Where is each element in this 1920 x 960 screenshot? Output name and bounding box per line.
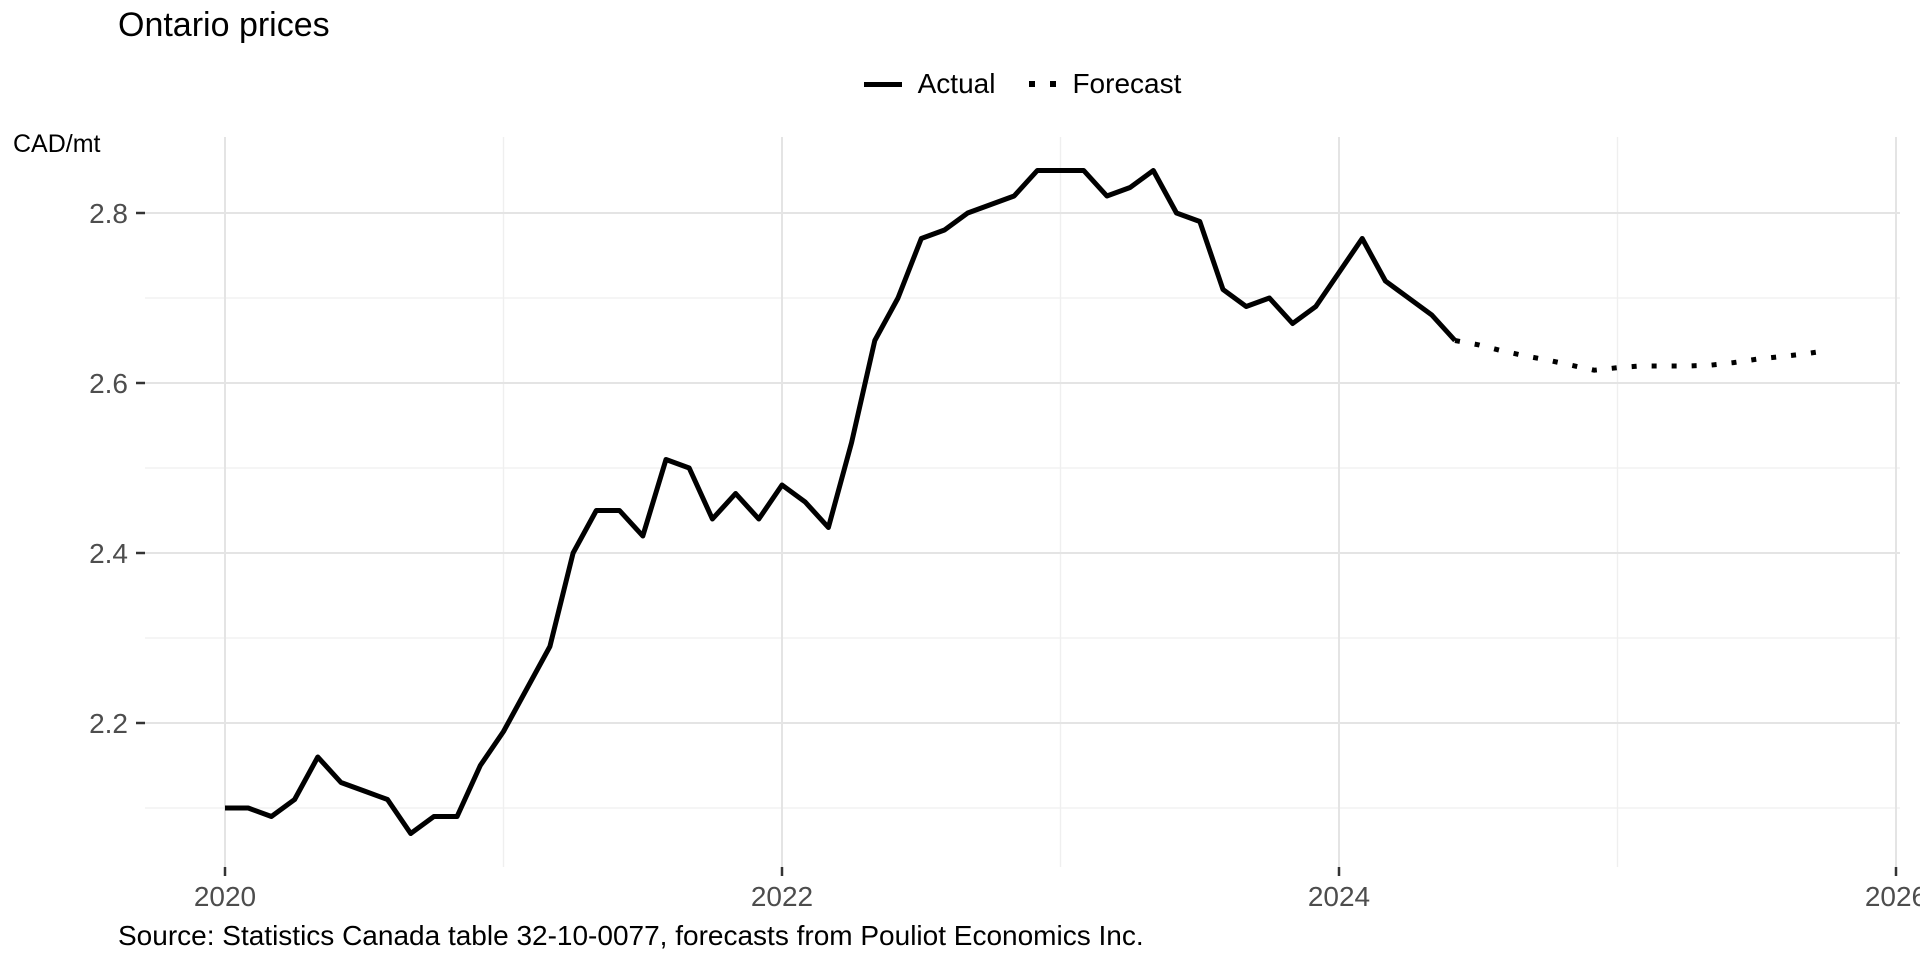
legend-item-forecast: Forecast xyxy=(1029,68,1181,100)
y-tick-label: 2.6 xyxy=(89,368,128,399)
source-note: Source: Statistics Canada table 32-10-00… xyxy=(118,920,1144,951)
forecast-line-swatch xyxy=(1029,81,1057,87)
actual-line-swatch xyxy=(863,81,902,87)
x-tick-label: 2026 xyxy=(1865,881,1920,912)
dot-icon xyxy=(1050,81,1057,87)
x-tick-label: 2022 xyxy=(751,881,813,912)
x-tick-label: 2020 xyxy=(194,881,256,912)
y-tick-label: 2.8 xyxy=(89,198,128,229)
dot-icon xyxy=(1029,81,1036,87)
y-tick-label: 2.4 xyxy=(89,538,128,569)
chart-title: Ontario prices xyxy=(118,6,330,44)
y-tick-label: 2.2 xyxy=(89,708,128,739)
legend-item-actual: Actual xyxy=(863,68,996,100)
legend: Actual Forecast xyxy=(145,62,1900,106)
forecast-line xyxy=(1454,338,1827,373)
legend-label-actual: Actual xyxy=(917,68,996,99)
y-axis-unit-label: CAD/mt xyxy=(13,130,101,158)
legend-label-forecast: Forecast xyxy=(1072,68,1182,99)
actual-line xyxy=(225,168,1457,836)
x-tick-label: 2024 xyxy=(1308,881,1370,912)
